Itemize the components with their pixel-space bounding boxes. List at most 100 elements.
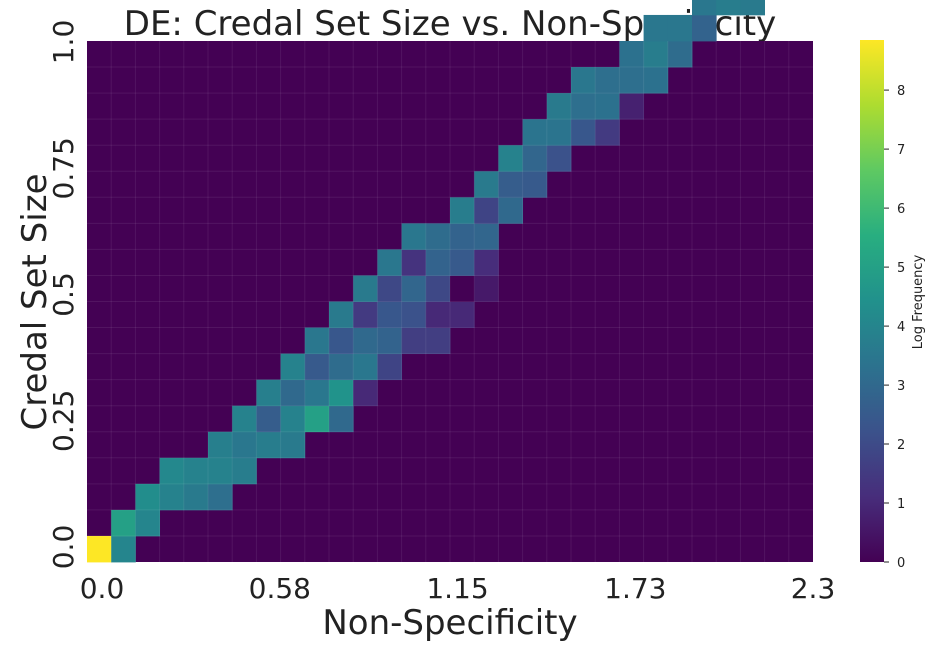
- colorbar: 0 1 2 3 4 5 6 7 8 Log Frequency: [860, 40, 926, 571]
- heatmap-cell: [304, 379, 330, 407]
- heatmap-cell: [450, 275, 475, 302]
- heatmap-cell: [377, 301, 402, 328]
- heatmap-cell: [377, 327, 402, 354]
- grid-lines: [87, 41, 813, 562]
- colorbar-gradient: [860, 40, 884, 562]
- x-axis-label: Non-Specificity: [322, 603, 577, 643]
- heatmap-cell: [619, 93, 644, 120]
- heatmap-cell: [450, 223, 475, 250]
- heatmap-cell: [280, 405, 306, 433]
- x-tick-label: 0.58: [249, 572, 311, 605]
- heatmap-cell: [329, 301, 354, 328]
- heatmap-cell: [159, 457, 185, 485]
- heatmap-cell: [329, 327, 354, 354]
- heatmap-cell: [401, 301, 427, 328]
- y-axis-label: Credal Set Size: [15, 174, 55, 431]
- heatmap-cell: [474, 275, 499, 302]
- heatmap-cells: [87, 0, 765, 563]
- heatmap-cell: [595, 67, 620, 94]
- heatmap-cell: [595, 119, 620, 146]
- y-tick-label: 0.0: [47, 525, 80, 570]
- heatmap-cell: [667, 14, 693, 42]
- heatmap-cell: [498, 145, 523, 172]
- heatmap-cell: [256, 405, 281, 433]
- heatmap-cell: [377, 249, 402, 276]
- heatmap-cell: [522, 171, 548, 198]
- heatmap-cell: [643, 41, 669, 68]
- y-tick-label: 0.25: [47, 390, 80, 452]
- heatmap-cell: [135, 509, 160, 537]
- colorbar-tick-label: 7: [897, 143, 905, 158]
- heatmap-cell: [111, 509, 136, 537]
- heatmap-cell: [208, 457, 233, 485]
- y-tick-label: 1.0: [47, 20, 80, 65]
- heatmap-cell: [377, 275, 402, 302]
- heatmap-cell: [401, 327, 427, 354]
- heatmap-cell: [425, 327, 451, 354]
- plot-area: [87, 0, 813, 563]
- heatmap-cell: [183, 457, 209, 485]
- heatmap-cell: [280, 431, 306, 459]
- heatmap-cell: [135, 483, 160, 511]
- x-tick-labels: 0.0 0.58 1.15 1.73 2.3: [80, 572, 836, 605]
- heatmap-cell: [425, 275, 451, 302]
- heatmap-cell: [401, 223, 427, 250]
- colorbar-tick-label: 5: [897, 261, 905, 276]
- heatmap-cell: [474, 197, 499, 224]
- heatmap-cell: [692, 0, 717, 16]
- heatmap-cell: [571, 93, 596, 120]
- heatmap-cell: [619, 41, 644, 68]
- heatmap-cell: [159, 483, 185, 511]
- x-tick-label: 0.0: [80, 572, 125, 605]
- heatmap-cell: [353, 379, 378, 407]
- heatmap-cell: [183, 483, 209, 511]
- x-tick-label: 1.73: [604, 572, 666, 605]
- heatmap-cell: [425, 301, 451, 328]
- heatmap-cell: [401, 249, 427, 276]
- heatmap-cell: [304, 327, 330, 354]
- heatmap-cell: [522, 145, 548, 172]
- colorbar-tick-label: 8: [897, 84, 905, 99]
- colorbar-tick-label: 0: [897, 556, 905, 571]
- heatmap-cell: [740, 0, 765, 16]
- heatmap-cell: [353, 353, 378, 381]
- heatmap-cell: [667, 41, 693, 68]
- colorbar-tick-label: 3: [897, 379, 905, 394]
- x-tick-label: 2.3: [791, 572, 836, 605]
- heatmap-cell: [425, 249, 451, 276]
- heatmap-cell: [716, 0, 741, 16]
- heatmap-cell: [450, 197, 475, 224]
- heatmap-cell: [450, 249, 475, 276]
- heatmap-cell: [498, 197, 523, 224]
- heatmap-cell: [474, 249, 499, 276]
- heatmap-cell: [546, 93, 572, 120]
- heatmap-cell: [329, 353, 354, 381]
- heatmap-cell: [111, 535, 136, 563]
- heatmap-cell: [692, 14, 717, 42]
- colorbar-tick-label: 4: [897, 320, 905, 335]
- heatmap-cell: [353, 301, 378, 328]
- heatmap-cell: [474, 171, 499, 198]
- heatmap-cell: [280, 379, 306, 407]
- heatmap-cell: [87, 535, 112, 563]
- heatmap-cell: [425, 223, 451, 250]
- heatmap-cell: [256, 379, 281, 407]
- heatmap-cell: [522, 119, 548, 146]
- heatmap-cell: [619, 67, 644, 94]
- heatmap-cell: [643, 14, 669, 42]
- colorbar-tick-label: 1: [897, 497, 905, 512]
- heatmap-cell: [232, 405, 257, 433]
- heatmap-cell: [546, 119, 572, 146]
- heatmap-cell: [571, 67, 596, 94]
- heatmap-cell: [208, 483, 233, 511]
- heatmap-cell: [280, 353, 306, 381]
- heatmap-cell: [353, 275, 378, 302]
- heatmap-cell: [643, 67, 669, 94]
- heatmap-cell: [498, 171, 523, 198]
- y-tick-labels: 0.0 0.25 0.5 0.75 1.0: [47, 20, 80, 570]
- heatmap-cell: [208, 431, 233, 459]
- heatmap-cell: [474, 223, 499, 250]
- heatmap-cell: [377, 353, 402, 381]
- heatmap-cell: [232, 431, 257, 459]
